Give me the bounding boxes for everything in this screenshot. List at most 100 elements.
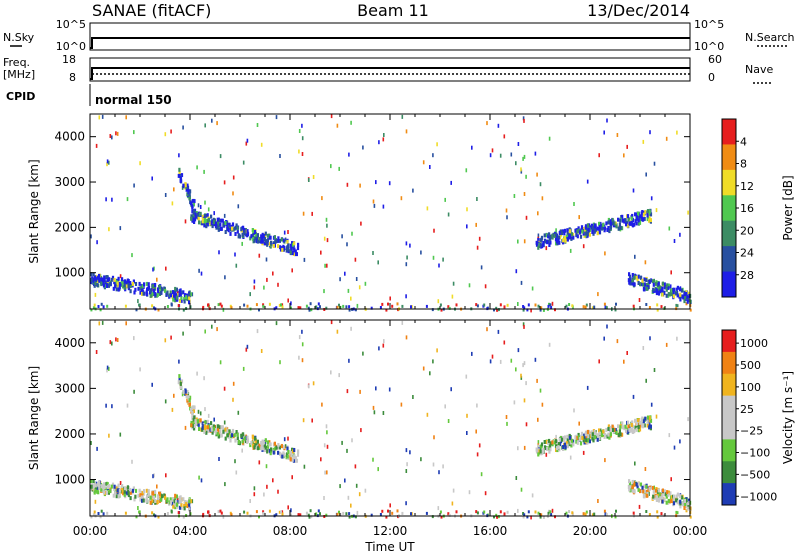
echo-pixel (354, 464, 357, 469)
echo-pixel (520, 375, 523, 380)
echo-pixel (585, 510, 588, 514)
echo-pixel (256, 233, 259, 238)
echo-pixel (234, 459, 236, 464)
echo-pixel (574, 228, 577, 233)
echo-pixel (606, 324, 608, 329)
echo-pixel (648, 423, 651, 428)
echo-pixel (517, 142, 520, 146)
echo-pixel (644, 416, 647, 421)
echo-pixel (113, 484, 116, 489)
echo-pixel (93, 510, 96, 514)
echo-pixel (325, 306, 328, 310)
echo-pixel (308, 308, 311, 312)
echo-pixel (436, 348, 438, 353)
echo-pixel (562, 445, 565, 449)
echo-pixel (217, 434, 220, 439)
echo-pixel (645, 484, 648, 489)
echo-pixel (254, 232, 257, 237)
echo-pixel (497, 515, 500, 519)
echo-pixel (97, 512, 100, 515)
echo-pixel (223, 420, 226, 425)
echo-pixel (190, 420, 193, 425)
echo-pixel (668, 226, 671, 231)
echo-pixel (616, 339, 619, 344)
echo-pixel (373, 410, 376, 415)
echo-pixel (570, 438, 574, 443)
echo-pixel (263, 285, 265, 290)
echo-pixel (220, 226, 223, 231)
echo-pixel (645, 286, 649, 291)
echo-pixel (146, 494, 149, 499)
echo-pixel (679, 439, 681, 444)
echo-pixel (665, 287, 668, 292)
echo-pixel (350, 120, 352, 125)
echo-pixel (185, 502, 188, 507)
echo-pixel (168, 500, 171, 505)
echo-pixel (476, 197, 478, 201)
echo-pixel (660, 288, 663, 293)
echo-pixel (180, 296, 183, 300)
echo-pixel (382, 343, 385, 348)
echo-pixel (260, 440, 263, 445)
echo-pixel (591, 513, 594, 517)
echo-pixel (205, 213, 208, 218)
echo-pixel (122, 491, 125, 496)
echo-pixel (672, 290, 675, 295)
echo-pixel (569, 455, 572, 460)
echo-pixel (484, 284, 487, 289)
echo-pixel (258, 253, 261, 258)
echo-pixel (218, 425, 221, 430)
echo-pixel (619, 432, 622, 437)
echo-pixel (536, 172, 538, 177)
echo-pixel (193, 217, 197, 222)
echo-pixel (455, 303, 458, 307)
echo-pixel (213, 211, 215, 216)
echo-pixel (218, 250, 220, 255)
echo-pixel (496, 515, 499, 519)
echo-pixel (106, 368, 108, 373)
colorbar-tick-label: −500 (740, 468, 770, 481)
echo-pixel (198, 427, 201, 431)
echo-pixel (224, 230, 227, 234)
nsky-label: N.Sky (3, 31, 35, 44)
echo-pixel (506, 303, 509, 307)
echo-pixel (610, 427, 613, 432)
echo-pixel (105, 490, 108, 495)
echo-pixel (120, 486, 123, 491)
echo-pixel (614, 428, 617, 432)
echo-pixel (675, 494, 678, 499)
echo-pixel (593, 429, 596, 434)
echo-pixel (598, 436, 601, 441)
echo-pixel (568, 229, 572, 234)
echo-pixel (178, 170, 181, 175)
echo-pixel (631, 429, 634, 434)
echo-pixel (378, 140, 380, 145)
echo-pixel (216, 225, 219, 230)
echo-pixel (282, 238, 285, 243)
echo-pixel (639, 214, 642, 219)
echo-pixel (338, 303, 340, 307)
echo-pixel (598, 359, 600, 364)
echo-pixel (564, 435, 567, 440)
echo-pixel (179, 381, 182, 386)
echo-pixel (517, 446, 519, 451)
echo-pixel (246, 438, 250, 443)
echo-pixel (296, 452, 300, 457)
echo-pixel (188, 292, 191, 297)
echo-pixel (286, 239, 289, 244)
echo-pixel (523, 118, 525, 123)
echo-pixel (517, 348, 520, 353)
echo-pixel (204, 200, 206, 205)
echo-pixel (526, 308, 529, 312)
echo-pixel (582, 512, 585, 516)
nsearch-tick-bottom: 10^0 (694, 40, 724, 53)
echo-pixel (213, 222, 216, 227)
echo-pixel (275, 115, 278, 120)
nsky-tick-top: 10^5 (56, 18, 86, 31)
echo-pixel (186, 501, 189, 506)
echo-pixel (94, 276, 97, 281)
echo-pixel (168, 293, 171, 298)
echo-pixel (655, 495, 659, 500)
echo-pixel (637, 425, 640, 429)
echo-pixel (609, 425, 612, 430)
